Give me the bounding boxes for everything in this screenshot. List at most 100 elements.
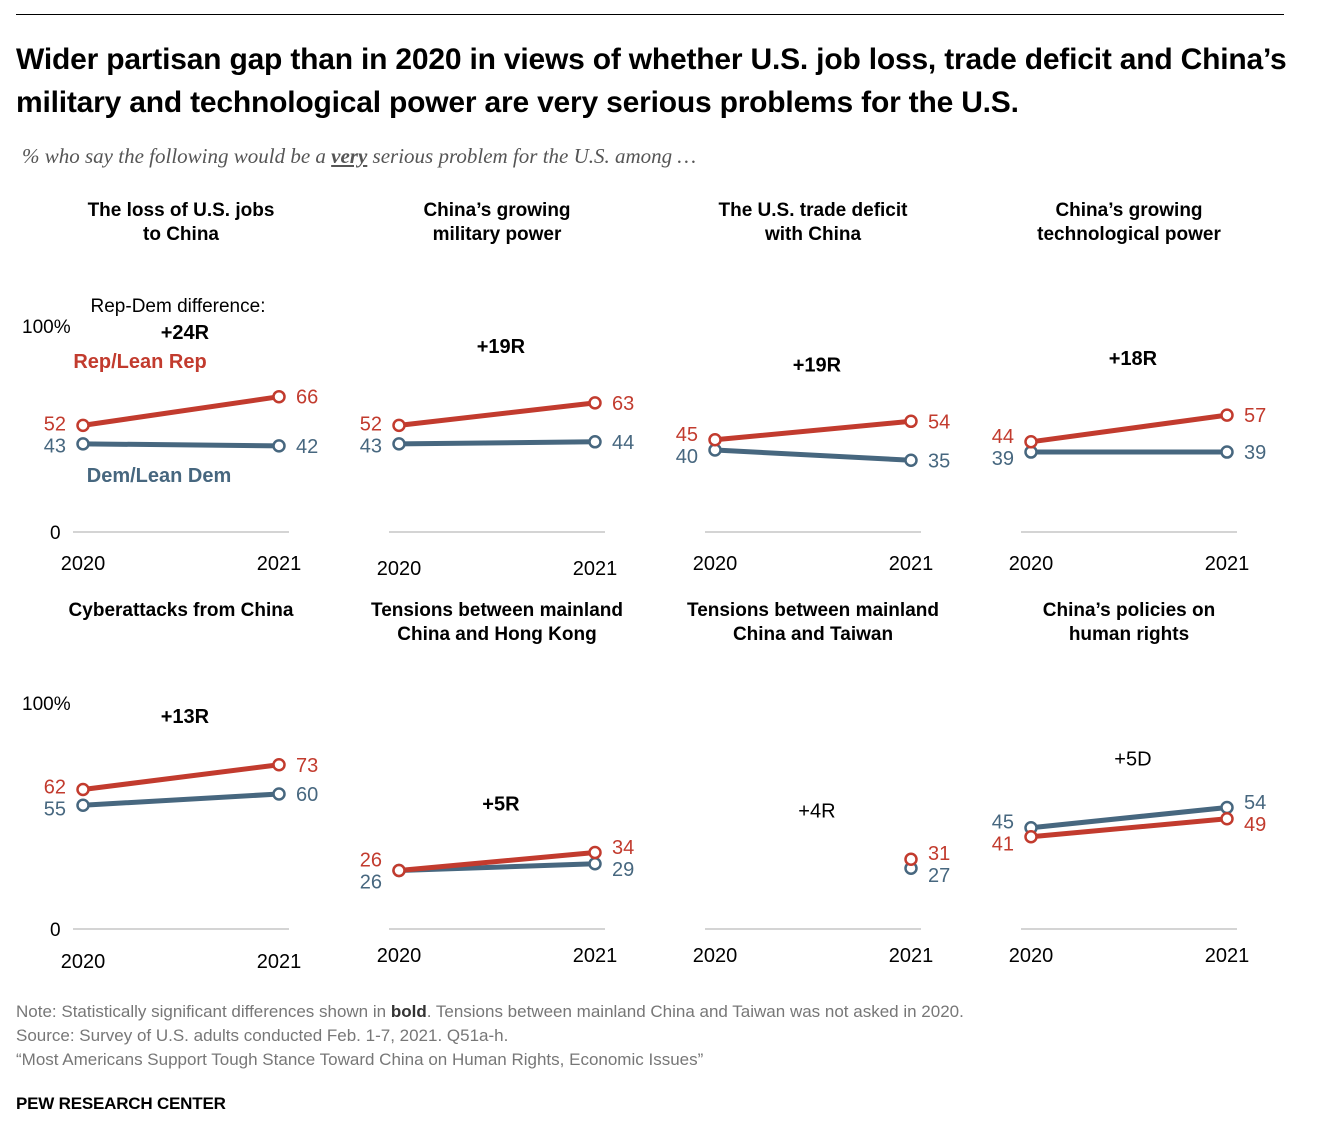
x-tick-label: 2021 [889, 553, 934, 575]
rep-data-label: 66 [296, 387, 318, 409]
dem-series-line [80, 791, 282, 808]
rep-data-point [588, 396, 602, 410]
note-after: . Tensions between mainland China and Ta… [426, 1002, 964, 1021]
chart-title: Wider partisan gap than in 2020 in views… [16, 43, 1287, 119]
rep-data-label: 54 [928, 411, 950, 433]
rep-data-point [272, 389, 286, 404]
panel-title: China’s growing [423, 200, 570, 221]
note-bold: bold [390, 1002, 427, 1021]
panel-title: to China [143, 224, 219, 245]
legend-difference-caption: Rep-Dem difference: [91, 296, 266, 317]
chart-subtitle: % who say the following would be a very … [22, 144, 696, 169]
rep-data-label: 31 [928, 843, 950, 865]
footer: Note: Statistically significant differen… [16, 1000, 964, 1072]
difference-label: +18R [1109, 348, 1158, 370]
difference-label: +5R [482, 794, 520, 816]
x-tick-label: 2020 [61, 951, 106, 973]
rep-data-label: 45 [676, 424, 698, 446]
dem-data-point [272, 787, 286, 801]
panel-title: China’s policies on [1043, 600, 1215, 621]
panel-title: China’s growing [1055, 200, 1202, 221]
rep-data-label: 34 [612, 837, 634, 859]
rep-data-point [76, 418, 90, 433]
rep-data-label: 62 [44, 776, 66, 798]
difference-label: +13R [161, 706, 210, 728]
dem-data-label: 45 [992, 811, 1014, 833]
rep-data-point [1220, 812, 1234, 826]
panel-title: China and Hong Kong [397, 624, 596, 645]
difference-label: +19R [793, 354, 842, 376]
rep-data-point [904, 414, 918, 429]
dem-data-label: 43 [44, 436, 66, 458]
dem-data-label: 29 [612, 859, 634, 881]
note-before: Note: Statistically significant differen… [16, 1002, 391, 1021]
rep-data-label: 73 [296, 755, 318, 777]
panel-title: China and Taiwan [733, 624, 893, 645]
rep-data-label: 44 [992, 426, 1014, 448]
x-tick-label: 2021 [257, 951, 302, 973]
footer-note: Note: Statistically significant differen… [16, 1000, 964, 1024]
rep-data-point [904, 852, 918, 866]
dem-series-line [80, 441, 282, 449]
panel-title: The U.S. trade deficit [719, 200, 909, 221]
y-axis-label-0: 0 [50, 523, 61, 544]
dem-data-point [588, 857, 602, 871]
rep-data-point [1024, 830, 1038, 844]
dem-data-point [588, 435, 602, 449]
dem-data-label: 27 [928, 865, 950, 887]
x-tick-label: 2020 [377, 558, 422, 580]
panel-title: technological power [1037, 224, 1221, 245]
rep-data-label: 52 [44, 414, 66, 436]
panel-title: human rights [1069, 624, 1189, 645]
dem-data-label: 42 [296, 436, 318, 458]
dem-data-point [76, 798, 90, 812]
legend-rep-label: Rep/Lean Rep [73, 351, 206, 373]
y-axis-label-100: 100% [22, 694, 71, 715]
rep-series-line [1028, 412, 1230, 445]
rep-series-line [396, 400, 598, 428]
x-tick-label: 2020 [693, 945, 738, 967]
rep-data-label: 41 [992, 833, 1014, 855]
x-tick-label: 2020 [1009, 945, 1054, 967]
y-axis-label-100: 100% [22, 317, 71, 338]
difference-label: +4R [798, 800, 835, 822]
dem-data-label: 44 [612, 432, 634, 454]
dem-data-label: 26 [360, 872, 382, 894]
x-tick-label: 2021 [573, 558, 618, 580]
dem-data-point [392, 437, 406, 451]
y-axis-label-0: 0 [50, 920, 61, 941]
panel-title: Cyberattacks from China [69, 600, 294, 621]
rep-data-point [392, 863, 406, 878]
difference-label: +19R [477, 336, 526, 358]
dem-data-label: 35 [928, 450, 950, 472]
dem-data-label: 40 [676, 446, 698, 468]
dem-data-point [76, 437, 90, 451]
rep-data-point [272, 758, 286, 772]
panel-title: with China [764, 224, 861, 245]
subtitle-after: serious problem for the U.S. among … [367, 144, 697, 168]
rep-series-line [1028, 816, 1230, 840]
rep-data-point [392, 418, 406, 433]
x-tick-label: 2020 [377, 945, 422, 967]
rep-data-label: 57 [1244, 405, 1266, 427]
panel-title: Tensions between mainland [687, 600, 939, 621]
dem-data-label: 60 [296, 784, 318, 806]
dem-data-point [272, 439, 286, 453]
panel-title: military power [433, 224, 562, 245]
footer-source: Source: Survey of U.S. adults conducted … [16, 1026, 509, 1045]
panel-title: The loss of U.S. jobs [88, 200, 275, 221]
rep-data-label: 26 [360, 850, 382, 872]
dem-data-label: 39 [1244, 442, 1266, 464]
rep-data-point [588, 845, 602, 860]
rep-data-point [1024, 435, 1038, 449]
rep-data-label: 63 [612, 393, 634, 415]
small-multiples-chart: 100% 0 100% 0 The loss of U.S. jobs to China 2… [22, 200, 1266, 973]
x-tick-label: 2021 [1205, 553, 1250, 575]
top-rule [16, 14, 1284, 15]
dem-series-line [712, 447, 914, 463]
rep-data-point [708, 433, 722, 447]
difference-label: +5D [1114, 749, 1151, 771]
x-tick-label: 2020 [693, 553, 738, 575]
rep-data-point [1220, 408, 1234, 422]
rep-data-label: 52 [360, 414, 382, 436]
